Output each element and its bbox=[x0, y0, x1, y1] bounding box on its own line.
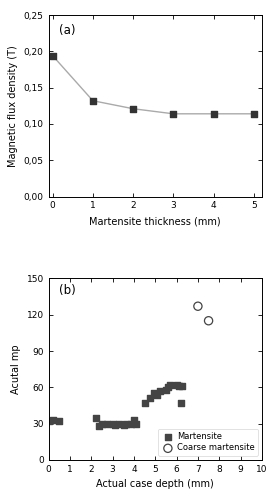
Martensite bbox=[157, 387, 162, 395]
Y-axis label: Magnetic flux density (T): Magnetic flux density (T) bbox=[8, 45, 18, 166]
Martensite bbox=[177, 382, 181, 390]
Martensite bbox=[134, 420, 138, 428]
Coarse martensite bbox=[206, 316, 211, 324]
Point bbox=[50, 52, 55, 60]
Coarse martensite bbox=[196, 302, 200, 310]
Martensite bbox=[113, 421, 117, 429]
Text: (b): (b) bbox=[59, 284, 76, 297]
Martensite bbox=[155, 390, 160, 398]
Point bbox=[252, 110, 256, 118]
Martensite bbox=[168, 381, 172, 389]
Martensite bbox=[164, 386, 168, 394]
Martensite bbox=[174, 381, 179, 389]
Y-axis label: Acutal mp: Acutal mp bbox=[11, 344, 21, 394]
Point bbox=[171, 110, 176, 118]
Martensite bbox=[57, 418, 62, 426]
Martensite bbox=[110, 420, 115, 428]
Legend: Martensite, Coarse martensite: Martensite, Coarse martensite bbox=[158, 428, 258, 456]
Martensite bbox=[100, 420, 104, 428]
Martensite bbox=[179, 399, 183, 407]
X-axis label: Martensite thickness (mm): Martensite thickness (mm) bbox=[89, 216, 221, 226]
Martensite bbox=[124, 420, 129, 428]
Martensite bbox=[117, 420, 121, 428]
Martensite bbox=[132, 416, 136, 424]
Martensite bbox=[46, 418, 51, 426]
Point bbox=[211, 110, 216, 118]
Martensite bbox=[51, 416, 55, 424]
Point bbox=[91, 96, 95, 104]
Martensite bbox=[143, 399, 147, 407]
Martensite bbox=[129, 420, 133, 428]
X-axis label: Actual case depth (mm): Actual case depth (mm) bbox=[96, 480, 214, 490]
Martensite bbox=[93, 414, 98, 422]
Martensite bbox=[180, 382, 184, 390]
Martensite bbox=[97, 422, 101, 430]
Martensite bbox=[152, 390, 156, 398]
Martensite bbox=[122, 421, 126, 429]
Martensite bbox=[166, 384, 170, 392]
Text: (a): (a) bbox=[59, 24, 76, 37]
Point bbox=[131, 104, 135, 112]
Martensite bbox=[105, 420, 109, 428]
Martensite bbox=[148, 394, 152, 402]
